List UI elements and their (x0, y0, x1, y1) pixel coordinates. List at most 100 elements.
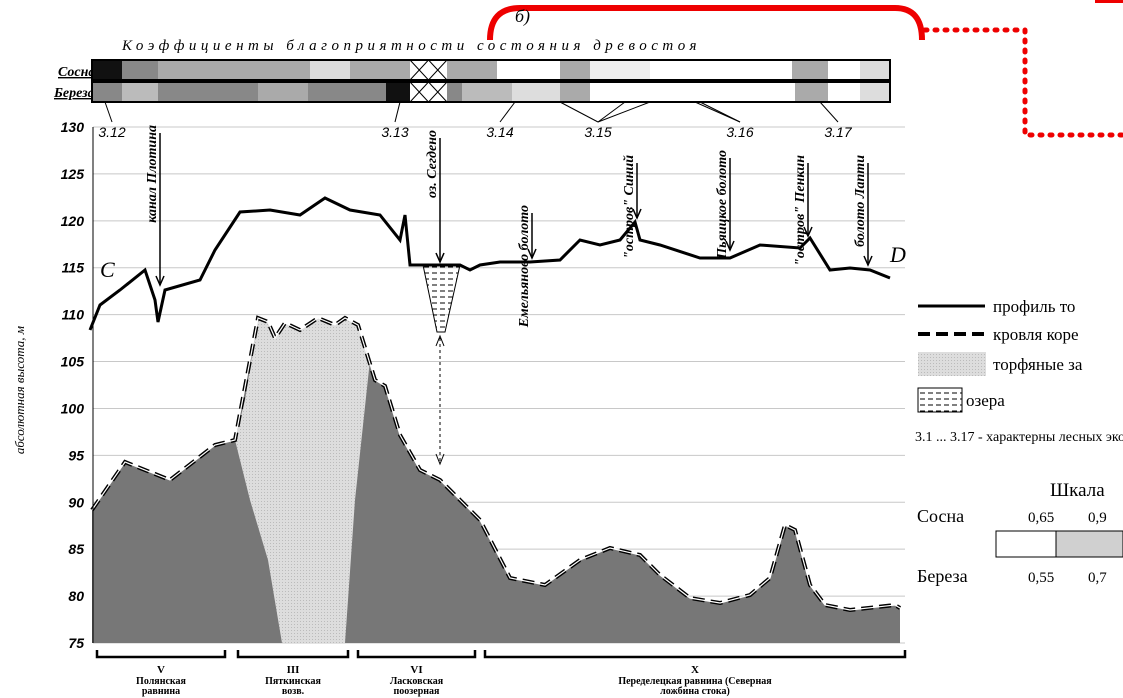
lake (422, 264, 461, 333)
strip-cell (122, 82, 158, 102)
annotation: болото Лапти (853, 155, 868, 247)
red-brace (487, 5, 925, 41)
legend-note-text: 3.1 ... 3.17 - характерны лесных экосист… (915, 430, 1123, 445)
y-tick-label: 75 (68, 635, 84, 651)
strip-cell (560, 60, 590, 80)
region-bracket (95, 650, 227, 659)
strip-frame (91, 81, 891, 103)
region-code: X (691, 664, 699, 676)
legend-swatch (917, 387, 963, 413)
panel-label: б) (515, 6, 530, 27)
strip-cell (410, 60, 447, 80)
scale-swatch (995, 530, 1057, 558)
strip-cell (92, 60, 122, 80)
annotation: "остров" Синий (622, 155, 637, 259)
site-leader (597, 101, 626, 123)
annotation: Пьяицкое болото (715, 150, 730, 260)
site-leader (394, 101, 401, 123)
arrow-head (527, 248, 537, 260)
region-name: Переделецкая равнина (Северная ложбина с… (618, 677, 772, 697)
site-label: 3.16 (726, 124, 753, 140)
y-tick-label: 130 (61, 119, 85, 135)
site-leader (499, 101, 516, 123)
region-name-box: Пяткинская возв. (265, 677, 321, 697)
site-label: 3.15 (584, 124, 611, 140)
legend-label: торфяные за (993, 355, 1083, 374)
arrow-head (725, 240, 735, 252)
strip-cell (860, 82, 890, 102)
arrow-head (155, 275, 165, 287)
annotation: "остров" Пенкин (793, 155, 808, 266)
strip-cell (92, 82, 122, 102)
strip-cell (860, 60, 890, 80)
coefficient-strip: 3.12 3.13 3.14 3.15 3.16 3.17 (91, 59, 891, 140)
scale-value: 0,55 (1028, 570, 1054, 586)
arrow-head (803, 226, 813, 238)
scale-row: Сосна (917, 506, 964, 526)
site-leader (597, 101, 651, 123)
red-dots (922, 27, 1123, 138)
strip-cell (308, 82, 386, 102)
legend: профиль то кровля коре торфяные за озера… (915, 297, 1123, 586)
region-code: III (287, 664, 300, 676)
strip-cell (795, 82, 828, 102)
strip-row-label: Береза (53, 86, 95, 101)
point-label: C (100, 257, 115, 282)
point-label: D (889, 242, 906, 267)
region-name-box: Ласковская поозерная равнин (389, 677, 444, 698)
surface-profile (88, 196, 891, 331)
arrow-head (632, 208, 642, 220)
scale-value: 0,7 (1088, 570, 1107, 586)
site-label: 3.14 (486, 124, 513, 140)
y-tick-label: 120 (61, 213, 85, 229)
region-name-box: Полянская равнина (136, 677, 186, 697)
strip-row-label: Сосна (58, 65, 95, 80)
legend-note: 3.1 ... 3.17 - характерны лесных экосист… (915, 430, 1123, 445)
region-code: VI (410, 664, 422, 676)
strip-cell (497, 60, 560, 80)
y-tick-label: 95 (68, 447, 84, 463)
strip-cell (828, 60, 860, 80)
region-name-box: Переделецкая равнина (Северная ложбина с… (618, 677, 772, 697)
strip-cell (310, 60, 350, 80)
strip-cell (560, 82, 590, 102)
region-name: Полянская равнина (136, 677, 186, 697)
bedrock-edge (91, 317, 901, 611)
legend-swatch (918, 352, 986, 376)
legend-label: озера (966, 391, 1005, 410)
region-code: V (157, 664, 165, 676)
strip-cell (650, 60, 735, 80)
scale-row: Береза (917, 566, 968, 586)
scale-value: 0,65 (1028, 510, 1054, 526)
strip-cell (462, 82, 512, 102)
strip-cell (158, 82, 258, 102)
strip-cell (650, 82, 795, 102)
y-tick-label: 110 (62, 307, 85, 323)
site-leader (694, 101, 741, 123)
y-tick-label: 105 (61, 354, 85, 370)
strip-cell (386, 82, 410, 102)
site-leader (559, 101, 599, 123)
arrow-head (435, 334, 445, 466)
arrow-head (863, 255, 873, 267)
strip-cell (350, 60, 410, 80)
strip-frame (91, 59, 891, 81)
strip-cell (447, 82, 462, 102)
annotation: Емельяново болото (517, 205, 532, 328)
region-name: Ласковская поозерная равнин (389, 677, 444, 698)
scale-value: 0,9 (1088, 510, 1107, 526)
strip-cell (410, 82, 447, 102)
site-label: 3.12 (98, 124, 125, 140)
strip-cell (447, 60, 497, 80)
site-leader (819, 101, 839, 123)
y-tick-label: 115 (62, 260, 85, 276)
strip-cell (158, 60, 310, 80)
scale-swatch (1055, 530, 1123, 558)
region-bracket (356, 650, 477, 659)
annotation: оз. Сегдено (425, 130, 440, 198)
strip-cell (590, 82, 650, 102)
strip-cell (735, 60, 792, 80)
site-label: 3.17 (824, 124, 852, 140)
y-tick-label: 85 (68, 541, 84, 557)
